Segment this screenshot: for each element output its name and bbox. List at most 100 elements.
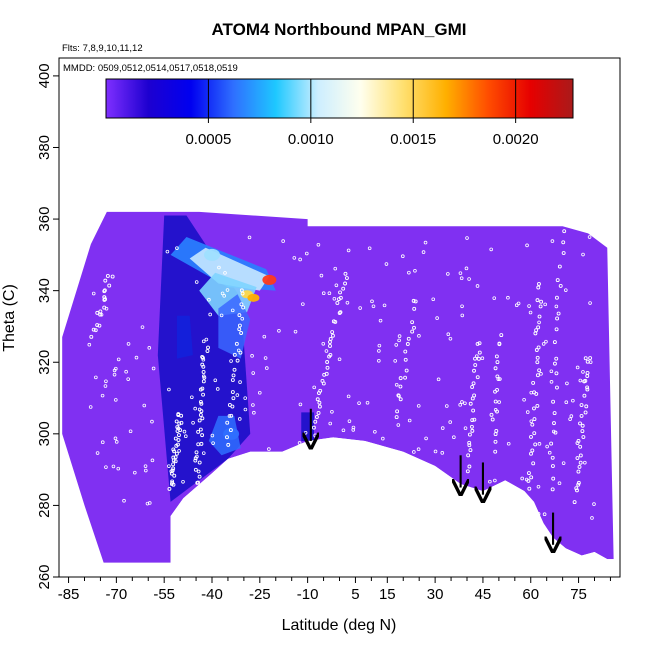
- flight-point: [197, 407, 202, 412]
- flight-point: [104, 379, 108, 384]
- flight-point: [309, 478, 314, 483]
- flight-point: [202, 535, 207, 540]
- flight-point: [577, 464, 582, 469]
- flight-point: [110, 274, 115, 279]
- flight-point: [144, 468, 148, 473]
- flight-point: [529, 390, 534, 395]
- flight-point: [237, 313, 242, 318]
- flight-point: [182, 429, 187, 434]
- flight-point: [582, 393, 587, 398]
- flight-point: [275, 521, 280, 525]
- flight-point: [413, 299, 418, 304]
- flight-point: [539, 299, 544, 304]
- flight-point: [435, 316, 439, 320]
- flight-point: [243, 396, 248, 400]
- flight-point: [328, 336, 333, 341]
- flight-point: [585, 387, 590, 392]
- flight-point: [229, 359, 233, 363]
- flight-point: [313, 419, 318, 424]
- flight-point: [564, 400, 569, 405]
- flight-point: [330, 333, 335, 338]
- flight-point: [98, 309, 103, 314]
- flight-point: [309, 451, 313, 456]
- flight-point: [191, 420, 195, 425]
- flight-point: [493, 439, 498, 444]
- flight-point: [201, 369, 206, 374]
- flight-point: [176, 433, 181, 438]
- mid-streak: [218, 294, 251, 359]
- flight-point: [237, 327, 242, 332]
- flight-point: [328, 353, 333, 357]
- flight-point: [225, 288, 230, 292]
- flight-point: [235, 393, 240, 397]
- flight-point: [126, 377, 131, 381]
- flight-point: [532, 431, 537, 436]
- flight-point: [301, 302, 305, 306]
- flight-point: [175, 246, 179, 250]
- x-tick-label-4: -40: [201, 586, 223, 603]
- flight-point: [370, 299, 374, 304]
- flight-point: [337, 357, 342, 362]
- flight-point: [193, 458, 198, 463]
- flight-point: [576, 480, 581, 485]
- flight-point: [201, 339, 206, 344]
- flight-point: [424, 436, 428, 441]
- flight-point: [458, 403, 462, 407]
- flight-point: [565, 381, 569, 386]
- flight-point: [336, 467, 340, 471]
- flight-point: [397, 338, 401, 343]
- flight-point: [531, 380, 536, 385]
- flight-point: [226, 442, 231, 447]
- flight-point: [296, 526, 300, 531]
- flight-point: [460, 313, 465, 318]
- flight-point: [550, 239, 555, 243]
- flight-point: [576, 438, 581, 443]
- flight-point: [499, 333, 504, 338]
- flight-point: [583, 356, 588, 361]
- flight-point: [535, 373, 540, 378]
- flight-point: [343, 281, 347, 286]
- flight-point: [421, 250, 426, 254]
- flight-point: [126, 342, 131, 346]
- flight-point: [470, 418, 475, 423]
- flight-point: [176, 438, 181, 442]
- flight-point: [436, 377, 441, 382]
- flight-point: [535, 298, 540, 303]
- flight-point: [529, 451, 533, 456]
- flight-point: [222, 294, 226, 298]
- flight-point: [276, 508, 280, 513]
- flight-point: [480, 356, 485, 360]
- y-tick-label-3: 300: [36, 421, 53, 446]
- flight-point: [494, 354, 499, 359]
- flight-point: [345, 301, 350, 305]
- flight-point: [241, 305, 246, 310]
- x-axis: -85 -70 -55 -40 -25 -10 5 15 30 45 60 75: [58, 577, 611, 603]
- flight-point: [592, 502, 596, 506]
- flight-point: [475, 375, 480, 380]
- flight-point: [420, 539, 425, 543]
- flight-point: [416, 404, 421, 408]
- x-tick-label-7: 5: [351, 586, 359, 603]
- flight-point: [497, 342, 502, 347]
- flight-point: [446, 332, 451, 336]
- flight-point: [347, 419, 352, 423]
- flight-point: [316, 410, 321, 415]
- flight-point: [551, 476, 556, 481]
- flight-point: [325, 531, 330, 536]
- y-tick-label-1: 260: [36, 564, 53, 589]
- high-concentration-feature-5: [204, 248, 220, 261]
- flight-point: [397, 334, 402, 338]
- flight-point: [105, 274, 110, 278]
- flight-point: [330, 330, 335, 335]
- x-tick-label-9: 30: [427, 586, 444, 603]
- flight-point: [406, 336, 411, 341]
- flight-point: [514, 303, 519, 308]
- flight-point: [258, 456, 263, 460]
- flight-track-11: [572, 356, 593, 505]
- flight-point: [528, 310, 533, 315]
- flight-point: [328, 344, 332, 348]
- flight-point: [339, 464, 344, 469]
- flight-point: [183, 434, 188, 439]
- flight-point: [531, 461, 536, 466]
- flight-point: [170, 468, 175, 473]
